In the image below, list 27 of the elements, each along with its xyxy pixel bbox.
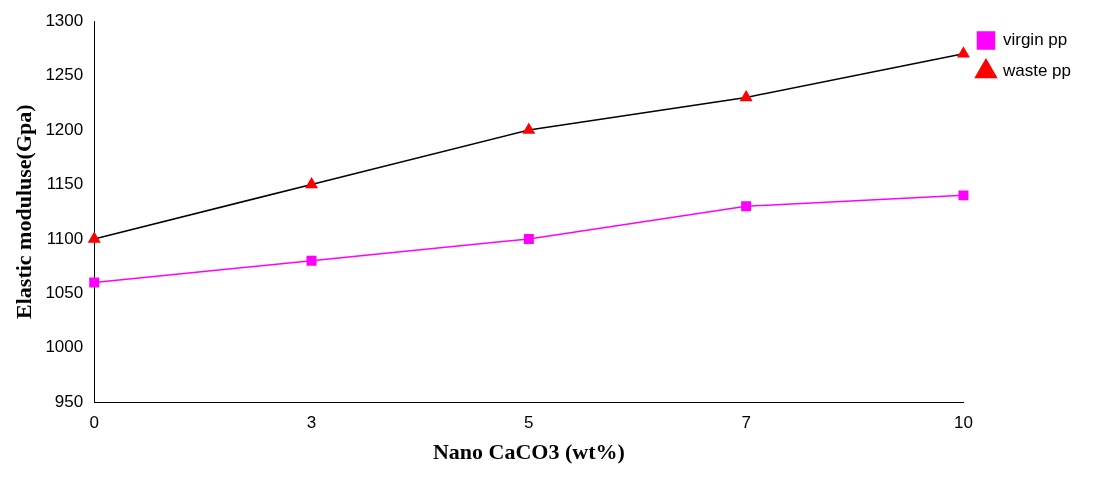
y-tick-label: 1200 (45, 119, 84, 139)
x-tick-label: 7 (741, 413, 751, 433)
x-tick-label: 3 (306, 413, 317, 433)
legend-label: waste pp (1001, 61, 1072, 81)
x-axis-title: Nano CaCO3 (wt%) (432, 439, 625, 465)
point (523, 233, 534, 244)
x-tick-label: 5 (524, 413, 534, 433)
y-axis-title: Elastic moduluse(Gpa) (10, 104, 36, 319)
y-tick-label: 1150 (46, 174, 84, 194)
x-tick-label: 10 (954, 413, 973, 433)
point (89, 277, 100, 288)
point (306, 255, 317, 266)
point (741, 201, 752, 212)
point (957, 47, 970, 58)
legend-label: virgin pp (1002, 30, 1068, 50)
point (740, 90, 753, 102)
y-tick-label: 1250 (45, 65, 84, 85)
point (958, 190, 969, 201)
point (522, 123, 535, 134)
x-tick-label: 0 (89, 413, 99, 433)
y-tick-label: 1050 (45, 283, 84, 303)
y-tick-label: 1000 (45, 337, 84, 357)
y-tick-label: 950 (54, 391, 84, 411)
y-tick-label: 1100 (46, 228, 84, 248)
y-tick-label: 1300 (45, 10, 84, 30)
point (305, 177, 318, 189)
point (88, 232, 101, 243)
